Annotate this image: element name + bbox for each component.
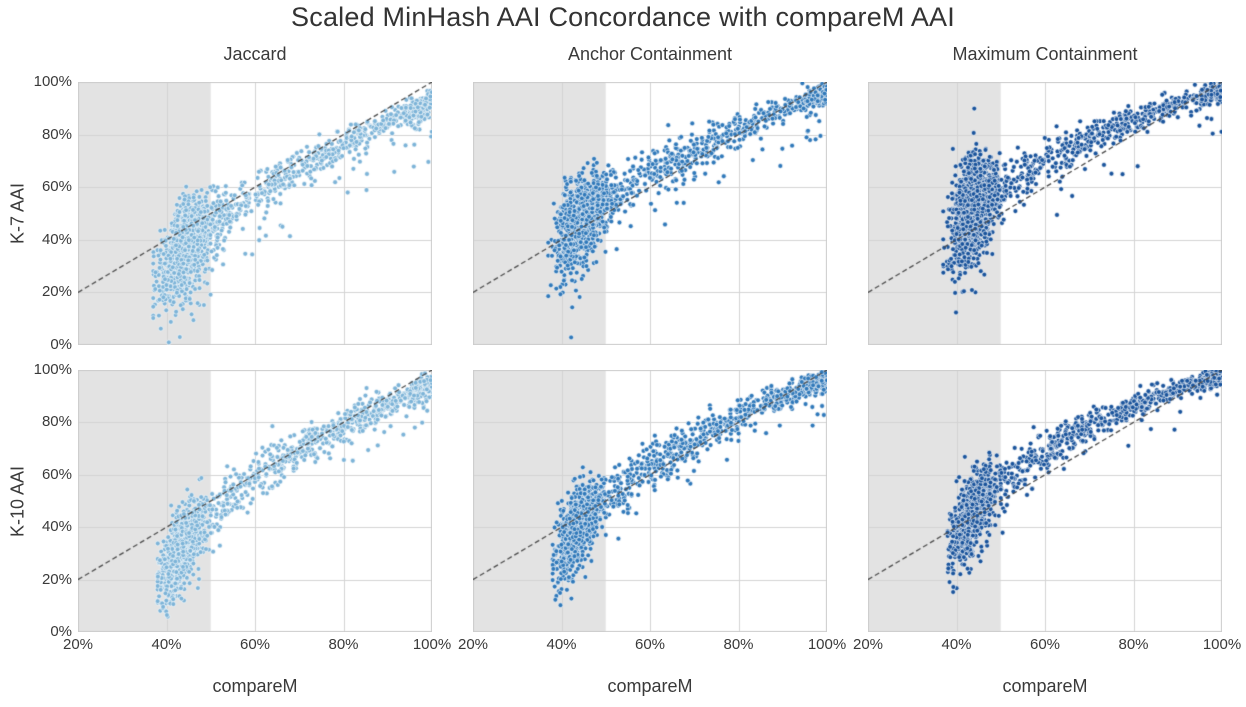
y-tick-label: 0% xyxy=(50,336,72,353)
x-tick-label: 80% xyxy=(1118,636,1149,653)
x-tick-label: 40% xyxy=(941,636,972,653)
scatter-panel-anchor-containment-k10 xyxy=(473,370,827,632)
scatter-panel-jaccard-k10 xyxy=(78,370,432,632)
x-axis-label: compareM xyxy=(1002,676,1088,696)
scatter-panel-jaccard-k7 xyxy=(78,82,432,345)
y-tick-label: 60% xyxy=(41,178,72,196)
y-tick-label: 100% xyxy=(33,361,72,378)
x-axis-label: compareM xyxy=(607,676,693,696)
column-title-maximum-containment: Maximum Containment xyxy=(952,44,1138,64)
x-tick-label: 40% xyxy=(546,636,577,653)
x-tick-label: 20% xyxy=(852,636,884,653)
x-tick-label: 80% xyxy=(328,636,359,653)
y-tick-label: 40% xyxy=(41,518,72,536)
y-tick-label: 20% xyxy=(41,283,72,301)
x-tick-label: 80% xyxy=(723,636,754,653)
x-tick-label: 100% xyxy=(807,636,847,653)
chart-title: Scaled MinHash AAI Concordance with comp… xyxy=(291,2,955,32)
column-title-anchor-containment: Anchor Containment xyxy=(567,44,733,64)
x-tick-label: 100% xyxy=(1202,636,1242,653)
x-tick-label: 100% xyxy=(412,636,452,653)
y-tick-label: 0% xyxy=(50,623,72,640)
x-tick-label: 60% xyxy=(239,636,271,653)
y-tick-label: 40% xyxy=(41,230,72,248)
y-tick-label: 60% xyxy=(41,465,72,483)
x-axis-label: compareM xyxy=(212,676,298,696)
scatter-panel-maximum-containment-k10 xyxy=(868,370,1222,632)
x-tick-label: 20% xyxy=(62,636,94,653)
y-tick-label: 80% xyxy=(41,413,72,431)
row-label-k7-aai: K-7 AAI xyxy=(7,182,28,245)
row-label-k10-aai: K-10 AAI xyxy=(7,465,28,538)
x-tick-label: 20% xyxy=(457,636,489,653)
column-title-jaccard: Jaccard xyxy=(223,44,287,64)
x-tick-label: 60% xyxy=(1029,636,1061,653)
scatter-panel-anchor-containment-k7 xyxy=(473,82,827,345)
x-tick-label: 60% xyxy=(634,636,666,653)
y-tick-label: 20% xyxy=(41,570,72,588)
scatter-panel-maximum-containment-k7 xyxy=(868,82,1222,345)
y-tick-label: 100% xyxy=(33,73,72,90)
x-tick-label: 40% xyxy=(151,636,182,653)
y-tick-label: 80% xyxy=(41,125,72,143)
